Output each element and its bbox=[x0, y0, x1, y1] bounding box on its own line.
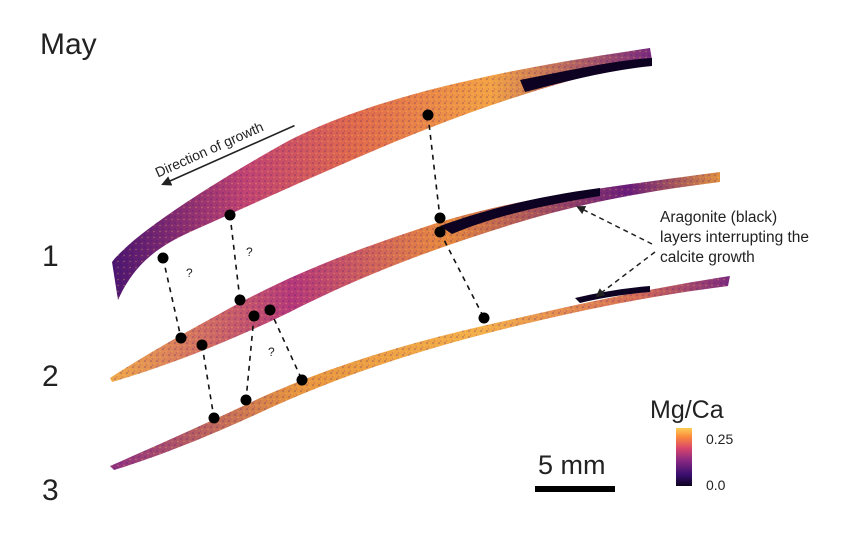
layer-label-3: 3 bbox=[42, 474, 59, 507]
scale-bar-line bbox=[535, 486, 615, 492]
tie-point bbox=[224, 209, 236, 221]
tie-line bbox=[162, 257, 182, 339]
tie-line bbox=[427, 114, 441, 219]
annotation-line-1: Aragonite (black) bbox=[660, 209, 777, 226]
tie-point bbox=[434, 212, 446, 224]
tie-point bbox=[264, 304, 276, 316]
tie-point bbox=[434, 226, 446, 238]
tie-point bbox=[422, 109, 434, 121]
tie-point bbox=[208, 412, 220, 424]
growth-direction-arrow bbox=[161, 124, 295, 186]
annotation-arrow-upper bbox=[576, 206, 653, 245]
uncertain-tie-mark: ? bbox=[246, 245, 253, 259]
colorbar-gradient bbox=[676, 428, 692, 486]
panel-label: May bbox=[40, 28, 97, 61]
tie-line bbox=[439, 231, 485, 319]
colorbar-title: Mg/Ca bbox=[650, 396, 724, 424]
tie-line bbox=[229, 214, 241, 301]
tie-point bbox=[296, 374, 308, 386]
annotation-line-2: layers interrupting the bbox=[660, 229, 809, 246]
scale-bar: 5 mm bbox=[535, 450, 615, 492]
section-2-aragonite-band bbox=[440, 188, 600, 234]
section-2-texture bbox=[110, 172, 720, 382]
annotation-arrow-lower bbox=[595, 251, 656, 298]
colorbar-min-label: 0.0 bbox=[706, 477, 726, 493]
uncertain-tie-mark: ? bbox=[268, 345, 275, 359]
tie-point bbox=[196, 339, 208, 351]
annotation-line-3: calcite growth bbox=[660, 249, 755, 266]
tie-point bbox=[234, 294, 246, 306]
tie-line bbox=[201, 344, 215, 419]
tie-point bbox=[248, 310, 260, 322]
section-3-texture bbox=[110, 276, 730, 470]
section-3-body bbox=[110, 276, 730, 470]
tie-points bbox=[157, 109, 490, 424]
tie-point bbox=[240, 394, 252, 406]
uncertain-tie-mark: ? bbox=[186, 266, 193, 280]
tie-line bbox=[245, 315, 255, 401]
tie-point bbox=[157, 252, 169, 264]
colorbar-max-label: 0.25 bbox=[706, 431, 733, 447]
shell-section-2 bbox=[110, 172, 720, 382]
tie-point bbox=[175, 332, 187, 344]
tie-line bbox=[269, 309, 303, 381]
shell-section-3 bbox=[110, 276, 730, 470]
scale-bar-label: 5 mm bbox=[538, 450, 606, 480]
shell-section-1 bbox=[112, 48, 652, 300]
section-3-aragonite-band bbox=[575, 286, 650, 303]
layer-label-1: 1 bbox=[42, 240, 59, 273]
correlation-lines bbox=[162, 114, 485, 419]
tie-point bbox=[478, 312, 490, 324]
section-1-aragonite-rim bbox=[520, 58, 652, 92]
colorbar: Mg/Ca 0.25 0.0 bbox=[650, 396, 733, 493]
aragonite-annotation: Aragonite (black) layers interrupting th… bbox=[576, 206, 809, 298]
layer-label-2: 2 bbox=[42, 360, 59, 393]
